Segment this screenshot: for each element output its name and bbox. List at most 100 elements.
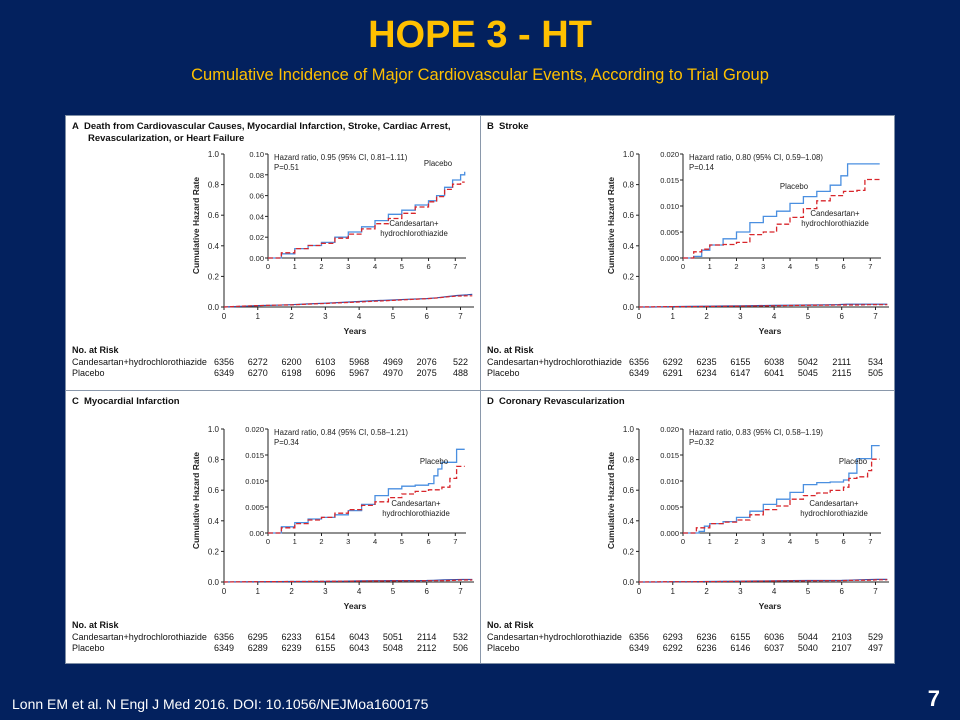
inset-x-tick-label: 5 xyxy=(815,262,819,271)
inset-x-tick-label: 6 xyxy=(426,262,430,271)
placebo-label: Placebo xyxy=(780,182,809,191)
outer-x-tick-label: 6 xyxy=(839,312,844,321)
risk-count: 505 xyxy=(867,368,883,378)
inset-y-tick-label: 0.02 xyxy=(249,233,264,242)
figure-panel-grid: A Death from Cardiovascular Causes, Myoca… xyxy=(65,115,895,664)
risk-count: 6356 xyxy=(213,632,235,642)
inset-x-tick-label: 0 xyxy=(266,262,270,271)
inset-x-tick-label: 3 xyxy=(761,262,765,271)
risk-count: 6272 xyxy=(247,357,268,367)
inset-placebo-curve xyxy=(268,448,465,534)
candesartan-label-line1: Candesartan+ xyxy=(810,209,860,218)
risk-count: 6293 xyxy=(662,632,683,642)
placebo-label: Placebo xyxy=(839,457,868,466)
risk-count: 5968 xyxy=(349,357,370,367)
outer-y-tick-label: 1.0 xyxy=(208,150,220,159)
chart-svg: 0.0 0.2 0.4 0.6 0.8 1.0 0 1 2 3 4 5 6 7 Years Cumulativ… xyxy=(191,425,474,611)
inset-x-tick-label: 7 xyxy=(453,537,457,546)
risk-count: 6235 xyxy=(696,357,717,367)
risk-count: 6349 xyxy=(213,368,235,378)
panel-b: B Stroke 0.0 0.2 0.4 0.6 0.8 1.0 0 1 2 3 4 5 6 7 Years Cu… xyxy=(481,116,895,390)
inset-x-tick-label: 2 xyxy=(319,262,323,271)
inset-y-tick-label: 0.08 xyxy=(249,171,264,180)
risk-count: 6146 xyxy=(730,643,751,653)
panel-letter: B xyxy=(487,121,494,132)
y-axis-label: Cumulative Hazard Rate xyxy=(191,177,201,275)
outer-x-tick-label: 6 xyxy=(424,587,429,596)
outer-x-tick-label: 0 xyxy=(637,312,642,321)
inset-x-tick-label: 4 xyxy=(373,537,377,546)
inset-y-tick-label: 0.005 xyxy=(660,228,679,237)
risk-count: 6356 xyxy=(628,357,650,367)
risk-count: 2103 xyxy=(831,632,852,642)
panel-letter: A xyxy=(72,121,79,132)
risk-count: 6289 xyxy=(247,643,268,653)
outer-x-tick-label: 2 xyxy=(704,587,709,596)
risk-table: No. at Risk Candesartan+hydrochlorothiazi… xyxy=(72,620,476,654)
y-axis-label: Cumulative Hazard Rate xyxy=(606,177,616,275)
placebo-label: Placebo xyxy=(420,457,449,466)
inset-y-tick-label: 0.010 xyxy=(245,477,264,486)
outer-y-tick-label: 0.8 xyxy=(208,456,220,465)
inset-x-tick-label: 3 xyxy=(346,262,350,271)
risk-table-row: Placebo 6349 6289 6239 6155 6043 5048 2112 506 xyxy=(72,643,476,654)
inset-y-tick-label: 0.010 xyxy=(660,202,679,211)
inset-x-tick-label: 1 xyxy=(293,262,297,271)
inset-x-tick-label: 0 xyxy=(681,537,685,546)
inset-candesartan-curve xyxy=(683,458,880,534)
risk-row-label: Placebo xyxy=(487,368,520,378)
risk-table: No. at Risk Candesartan+hydrochlorothiazi… xyxy=(487,620,891,654)
outer-x-tick-label: 0 xyxy=(222,587,227,596)
risk-count: 5048 xyxy=(382,643,403,653)
outer-x-tick-label: 3 xyxy=(323,587,328,596)
risk-count: 4970 xyxy=(382,368,403,378)
outer-x-tick-label: 7 xyxy=(458,587,463,596)
inset-x-tick-label: 5 xyxy=(400,262,404,271)
inset-y-tick-label: 0.04 xyxy=(249,212,264,221)
panel-divider-horizontal xyxy=(66,390,894,391)
chart-svg: 0.0 0.2 0.4 0.6 0.8 1.0 0 1 2 3 4 5 6 7 Years Cumulativ… xyxy=(191,150,474,336)
inset-x-tick-label: 4 xyxy=(788,262,792,271)
inset-y-tick-label: 0.005 xyxy=(245,503,264,512)
panel-title-line1: Stroke xyxy=(499,121,529,132)
risk-count: 6147 xyxy=(730,368,751,378)
outer-y-tick-label: 0.2 xyxy=(208,272,220,281)
panel-title: D Coronary Revascularization xyxy=(487,396,867,408)
risk-count: 5042 xyxy=(797,357,818,367)
risk-row-label: Placebo xyxy=(72,643,105,653)
outer-x-tick-label: 7 xyxy=(873,312,878,321)
p-value-annotation: P=0.32 xyxy=(689,438,714,447)
risk-table-header: No. at Risk xyxy=(72,620,119,630)
inset-x-tick-label: 7 xyxy=(868,537,872,546)
panel-title: A Death from Cardiovascular Causes, Myoca… xyxy=(72,121,452,145)
risk-count: 2112 xyxy=(417,643,437,653)
risk-table: No. at Risk Candesartan+hydrochlorothiazi… xyxy=(487,345,891,379)
outer-y-tick-label: 0.8 xyxy=(208,181,220,190)
inset-x-tick-label: 5 xyxy=(400,537,404,546)
risk-count: 6291 xyxy=(662,368,683,378)
risk-count: 5044 xyxy=(797,632,818,642)
risk-count: 6239 xyxy=(281,643,302,653)
outer-placebo-curve xyxy=(223,578,473,583)
inset-y-tick-label: 0.015 xyxy=(660,451,679,460)
risk-count: 4969 xyxy=(382,357,403,367)
inset-y-tick-label: 0.010 xyxy=(660,477,679,486)
inset-x-tick-label: 4 xyxy=(788,537,792,546)
outer-x-tick-label: 3 xyxy=(738,312,743,321)
risk-count: 2115 xyxy=(832,368,852,378)
outer-y-tick-label: 0.4 xyxy=(623,242,635,251)
inset-candesartan-curve xyxy=(268,465,465,534)
inset-y-tick-label: 0.00 xyxy=(249,254,264,263)
inset-placebo-curve xyxy=(268,171,466,259)
outer-y-tick-label: 0.2 xyxy=(208,547,220,556)
outer-x-tick-label: 5 xyxy=(806,312,811,321)
inset-x-tick-label: 6 xyxy=(841,537,845,546)
risk-table-header: No. at Risk xyxy=(487,345,534,355)
inset-x-tick-label: 2 xyxy=(319,537,323,546)
risk-count: 6198 xyxy=(281,368,302,378)
risk-count: 6096 xyxy=(315,368,336,378)
outer-y-tick-label: 0.4 xyxy=(623,517,635,526)
outer-x-tick-label: 5 xyxy=(391,587,396,596)
p-value-annotation: P=0.14 xyxy=(689,163,715,172)
outer-x-tick-label: 1 xyxy=(671,587,676,596)
